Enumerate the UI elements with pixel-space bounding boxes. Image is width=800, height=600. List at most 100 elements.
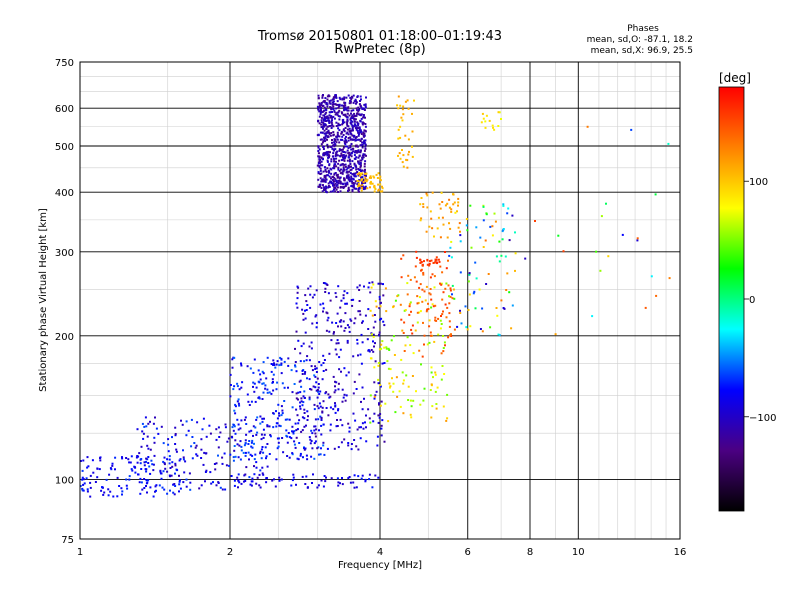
data-point [318, 155, 321, 158]
data-point [171, 436, 173, 439]
data-point [364, 181, 367, 184]
y-tick-label: 400 [55, 188, 74, 199]
data-point [338, 368, 341, 371]
data-point [344, 137, 347, 140]
data-point [322, 100, 325, 103]
data-point [190, 418, 193, 421]
data-point [379, 404, 382, 407]
data-point [402, 113, 405, 116]
data-point [329, 180, 332, 183]
data-point [373, 176, 376, 179]
data-point [335, 125, 338, 127]
data-point [493, 212, 496, 215]
data-point [350, 98, 353, 100]
data-point [353, 174, 356, 177]
y-tick-label: 100 [55, 475, 74, 486]
data-point [372, 333, 375, 336]
data-point [144, 468, 147, 471]
data-point [229, 373, 232, 376]
data-point [317, 383, 320, 385]
data-point [498, 260, 501, 263]
data-point [324, 392, 327, 395]
data-point [146, 444, 149, 447]
data-point [330, 182, 333, 185]
data-point [306, 377, 308, 380]
data-point [405, 374, 408, 377]
data-point [425, 230, 428, 233]
data-point [251, 439, 254, 442]
data-point [452, 193, 454, 196]
data-point [295, 302, 298, 305]
data-point [364, 314, 367, 317]
data-point [125, 457, 128, 459]
data-point [345, 154, 348, 157]
data-point [121, 456, 123, 459]
data-point [176, 469, 179, 472]
data-point [255, 461, 258, 464]
data-point [274, 366, 277, 369]
data-point [250, 480, 253, 483]
data-point [299, 452, 302, 455]
y-tick-label: 75 [61, 535, 74, 546]
data-point [128, 475, 131, 478]
data-point [428, 262, 431, 265]
data-point [357, 168, 360, 170]
data-point [349, 100, 352, 103]
data-point [305, 475, 308, 478]
data-point [323, 129, 326, 132]
data-point [337, 166, 340, 169]
data-point [248, 458, 250, 461]
data-point [322, 154, 325, 157]
data-point [394, 299, 397, 302]
data-point [314, 386, 317, 389]
data-point [148, 465, 151, 468]
data-point [340, 111, 343, 114]
data-point [346, 339, 349, 342]
data-point [362, 142, 365, 145]
data-point [243, 418, 246, 421]
data-point [375, 173, 378, 176]
data-point [291, 406, 294, 409]
data-point [336, 133, 339, 136]
data-point [398, 152, 401, 155]
data-point [315, 326, 318, 329]
data-point [373, 366, 376, 369]
data-point [481, 330, 484, 333]
data-point [239, 440, 242, 443]
data-point [227, 437, 230, 440]
data-point [362, 153, 365, 156]
data-point [368, 350, 371, 353]
data-point [364, 176, 367, 179]
data-point [364, 123, 367, 125]
data-point [82, 483, 85, 486]
data-point [586, 125, 589, 128]
data-point [236, 385, 239, 388]
data-point [494, 220, 497, 223]
data-point [146, 435, 149, 438]
data-point [164, 467, 167, 470]
data-point [399, 104, 402, 107]
data-point [303, 360, 306, 363]
data-point [341, 150, 344, 153]
data-point [330, 115, 333, 118]
data-point [299, 391, 302, 394]
data-point [356, 338, 359, 341]
data-point [347, 109, 350, 112]
data-point [301, 429, 304, 432]
data-point [114, 456, 117, 459]
data-point [353, 486, 356, 489]
data-point [411, 145, 413, 148]
data-point [163, 463, 166, 466]
data-point [286, 455, 289, 457]
data-point [301, 404, 304, 407]
data-point [359, 100, 361, 102]
data-point [313, 374, 316, 377]
data-point [126, 487, 129, 490]
data-point [402, 379, 405, 382]
data-point [340, 152, 343, 155]
data-point [308, 398, 311, 401]
data-point [351, 190, 354, 193]
data-point [326, 153, 329, 155]
data-point [353, 322, 356, 325]
data-point [432, 262, 435, 264]
